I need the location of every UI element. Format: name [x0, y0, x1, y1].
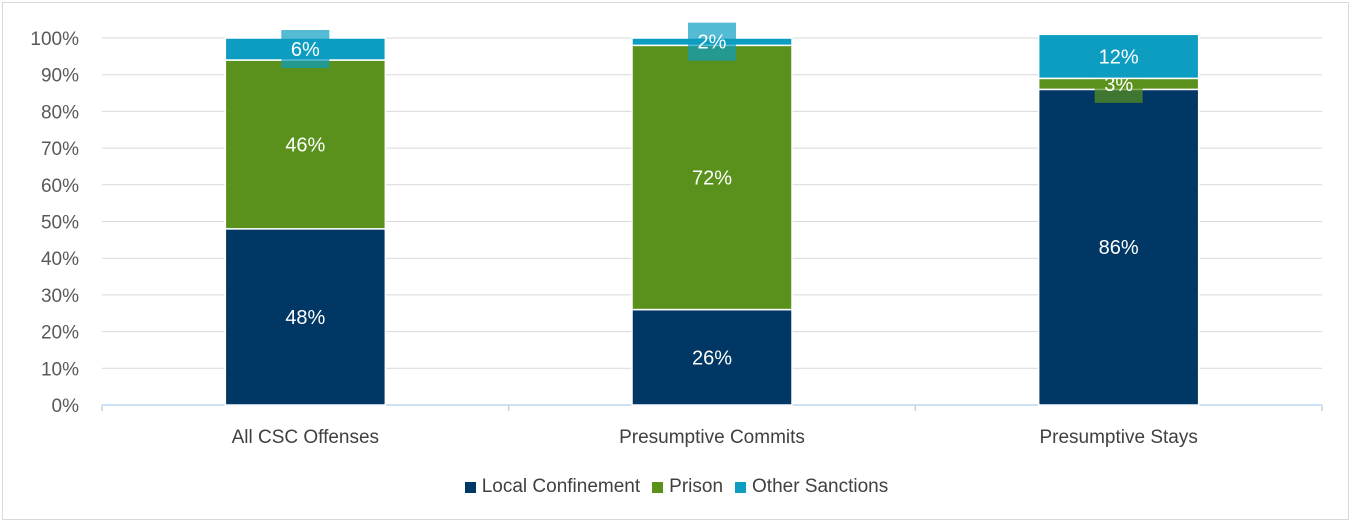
legend-item: Local Confinement — [464, 476, 641, 498]
data-label: 12% — [1099, 46, 1139, 68]
data-label: 3% — [1104, 74, 1133, 96]
legend-label: Prison — [669, 476, 724, 497]
legend-label: Other Sanctions — [752, 476, 889, 497]
legend-swatch — [464, 481, 476, 493]
y-tick-label: 0% — [52, 396, 80, 417]
y-tick-label: 40% — [41, 249, 79, 270]
legend-label: Local Confinement — [481, 476, 641, 497]
y-tick-label: 10% — [41, 359, 79, 380]
data-label: 26% — [692, 347, 732, 369]
y-tick-label: 50% — [41, 213, 79, 234]
bar-segment — [1037, 88, 1200, 406]
x-tick-label: All CSC Offenses — [232, 427, 379, 448]
bar-segment — [1037, 33, 1200, 80]
data-label: 48% — [285, 307, 325, 329]
data-label: 2% — [698, 32, 727, 54]
data-label: 46% — [285, 134, 325, 156]
legend-swatch — [652, 481, 664, 493]
legend-item: Prison — [652, 476, 723, 498]
legend-swatch — [735, 481, 747, 493]
y-tick-label: 20% — [41, 323, 79, 344]
bar-segment — [224, 228, 387, 406]
bar-segment — [224, 59, 387, 230]
bar-segment — [631, 44, 793, 311]
data-label: 86% — [1099, 237, 1139, 259]
data-label-background — [688, 22, 736, 61]
x-tick-label: Presumptive Commits — [619, 427, 805, 448]
y-tick-label: 100% — [30, 29, 79, 50]
data-label: 6% — [291, 39, 320, 61]
y-tick-label: 60% — [41, 176, 79, 197]
y-tick-label: 90% — [41, 66, 79, 87]
y-tick-label: 70% — [41, 139, 79, 160]
data-label: 72% — [692, 167, 732, 189]
legend: Local Confinement Prison Other Sanctions — [0, 476, 1353, 499]
legend-item: Other Sanctions — [735, 476, 888, 498]
y-tick-label: 30% — [41, 286, 79, 307]
y-tick-label: 80% — [41, 102, 79, 123]
data-label-background — [281, 30, 330, 69]
x-tick-label: Presumptive Stays — [1039, 427, 1197, 448]
